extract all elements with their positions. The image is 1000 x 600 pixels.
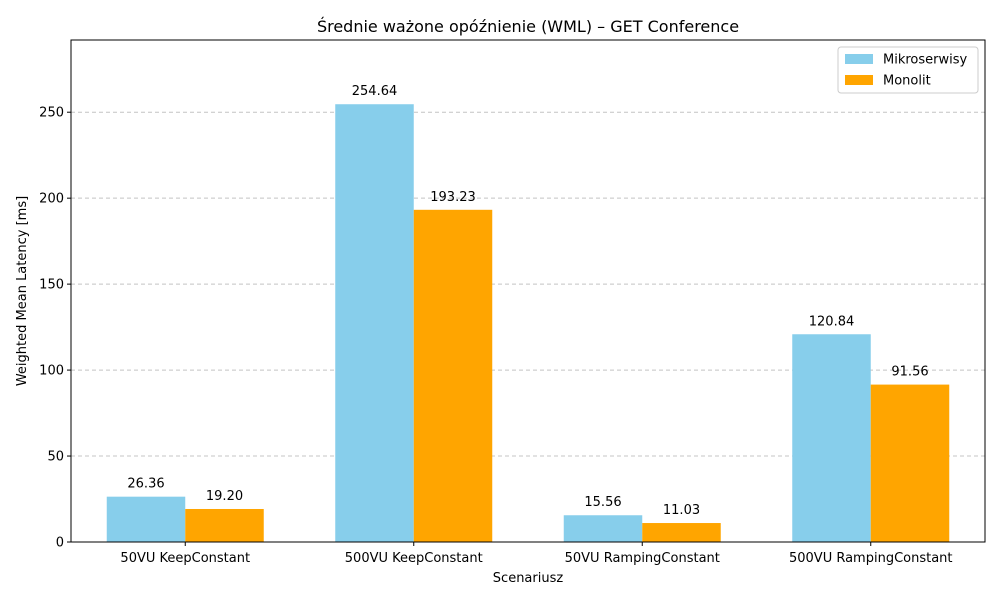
x-axis-label: Scenariusz [493,571,564,586]
x-tick-label: 50VU KeepConstant [120,551,250,566]
data-label: 26.36 [127,477,164,492]
x-tick-label: 500VU RampingConstant [789,551,953,566]
data-label: 15.56 [584,495,621,510]
bar-mikroserwisy-3 [792,334,871,542]
data-label: 120.84 [809,314,855,329]
plot-frame [70,39,986,543]
x-tick-label: 50VU RampingConstant [565,551,720,566]
legend-swatch [845,75,873,85]
legend-label: Mikroserwisy [883,53,968,68]
y-tick-label: 150 [39,278,64,293]
bar-mikroserwisy-1 [335,104,414,543]
y-tick-label: 250 [39,106,64,121]
chart-title: Średnie ważone opóźnienie (WML) – GET Co… [317,17,739,36]
y-tick-label: 50 [47,450,64,465]
bar-monolit-1 [413,209,493,542]
y-tick-label: 100 [39,364,64,379]
data-label: 193.23 [430,190,476,205]
bar-mikroserwisy-2 [563,515,643,542]
grid-lines [71,111,985,457]
y-axis-label: Weighted Mean Latency [ms] [15,196,30,386]
legend-swatch [845,54,873,64]
bar-monolit-0 [185,508,264,542]
data-labels: 26.36 19.20 254.64 193.23 15.56 11.03 120.84 91… [127,84,928,518]
legend-label: Monolit [883,74,931,89]
data-label: 19.20 [206,489,243,504]
data-label: 254.64 [352,84,398,99]
x-axis: 50VU KeepConstant 500VU KeepConstant 50VU … [120,542,953,566]
y-tick-label: 0 [56,536,64,551]
bars [106,104,950,543]
legend: Mikroserwisy Monolit [837,46,979,94]
bar-mikroserwisy-0 [106,496,186,542]
y-axis: 0 50 100 150 200 250 [39,106,71,551]
bar-monolit-2 [642,523,721,542]
bar-monolit-3 [870,384,950,542]
data-label: 11.03 [663,503,700,518]
x-tick-label: 500VU KeepConstant [345,551,483,566]
y-tick-label: 200 [39,192,64,207]
data-label: 91.56 [891,365,928,380]
